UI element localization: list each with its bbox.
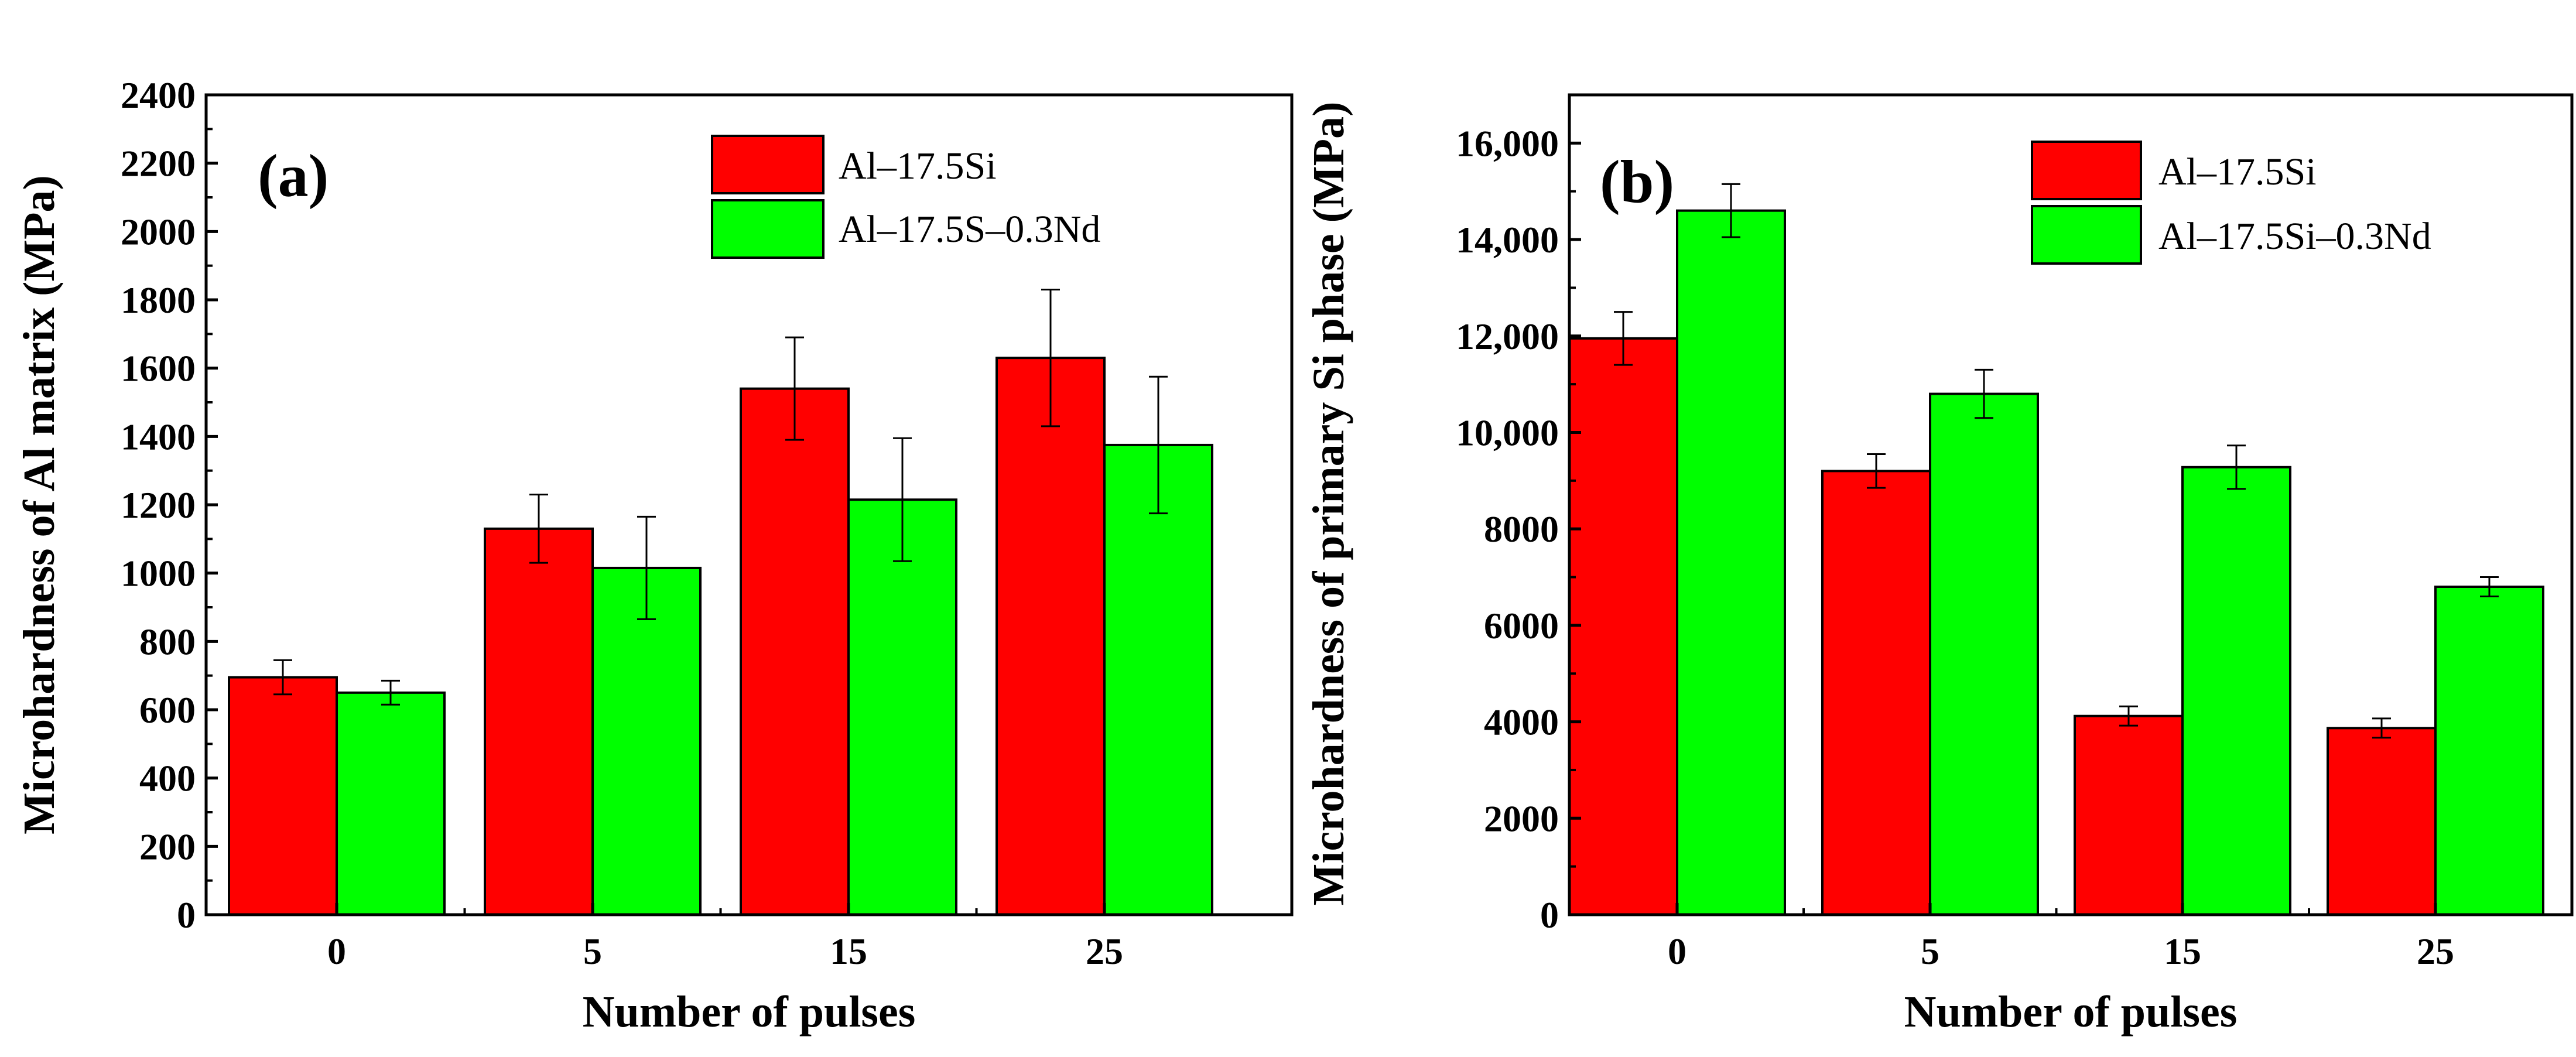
chart-b-x-tick-label: 5 (1921, 931, 1939, 972)
chart-b-bar-series1-0 (1568, 337, 1678, 916)
chart-b-error-bar-series2-0 (1722, 183, 1740, 238)
chart-b-legend-label-1: Al–17.5Si (2158, 150, 2317, 193)
chart-a-y-tick-label: 400 (139, 758, 196, 799)
chart-b-error-bar-series2-25 (2480, 576, 2499, 597)
chart-a-x-tick-label: 15 (830, 931, 867, 972)
chart-a-error-bar-series1-25 (1041, 289, 1060, 427)
chart-a-y-axis: 0 200 400 600 800 1000 1200 1400 1600 1800 2000 220… (121, 74, 218, 936)
chart-a-error-bar-series1-5 (529, 494, 548, 564)
chart-a-y-tick-label: 1200 (121, 484, 196, 526)
chart-b-x-tick-label: 15 (2164, 931, 2201, 972)
chart-b-x-axis-title: Number of pulses (1904, 987, 2238, 1037)
chart-b-legend-swatch-1 (2031, 141, 2142, 200)
chart-a-bar-series1-5 (484, 527, 594, 916)
chart-a-legend: Al–17.5Si Al–17.5S–0.3Nd (711, 135, 1100, 259)
chart-a-y-tick-label: 2000 (121, 211, 196, 252)
chart-b-error-bar-series1-0 (1614, 311, 1633, 366)
chart-a-bar-series2-25 (1103, 443, 1213, 916)
chart-b-panel-label: (b) (1600, 148, 1674, 215)
chart-a-error-bar-series2-25 (1149, 375, 1168, 515)
chart-a-bars (228, 357, 1213, 916)
chart-a-y-tick-label: 2400 (121, 74, 196, 116)
chart-a-x-axis-title: Number of pulses (583, 987, 916, 1037)
chart-b-error-bar-series2-5 (1975, 368, 1993, 419)
chart-b-bar-series1-5 (1821, 470, 1931, 916)
chart-a-legend-swatch-2 (711, 199, 825, 259)
chart-b-legend-label-2: Al–17.5Si–0.3Nd (2158, 215, 2431, 258)
chart-b-bar-series2-0 (1676, 209, 1786, 916)
chart-b-y-tick-label: 16,000 (1456, 122, 1559, 164)
chart-b-bar-series1-15 (2074, 714, 2184, 916)
chart-b-x-axis: 0 5 15 25 (1668, 903, 2454, 972)
chart-b-bars (1568, 209, 2544, 916)
chart-b-x-tick-label: 0 (1668, 931, 1686, 972)
chart-a-y-tick-label: 1600 (121, 348, 196, 389)
chart-a-y-tick-label: 600 (139, 689, 196, 731)
chart-a-bar-series2-0 (336, 691, 446, 916)
chart-b-y-tick-label: 12,000 (1456, 316, 1559, 357)
chart-b-bar-series2-15 (2181, 466, 2291, 916)
chart-a-x-tick-label: 0 (327, 931, 346, 972)
chart-b-y-tick-label: 4000 (1484, 702, 1559, 743)
chart-a-legend-swatch-1 (711, 135, 825, 194)
chart-a-y-tick-label: 0 (177, 894, 196, 936)
chart-a-x-tick-label: 25 (1086, 931, 1123, 972)
chart-b-error-bar-series2-15 (2227, 444, 2246, 490)
chart-b-legend-swatch-2 (2031, 205, 2142, 265)
chart-a-bar-series2-15 (847, 498, 957, 916)
chart-b-error-bars (1614, 183, 2499, 739)
chart-a-error-bar-series1-0 (273, 659, 292, 696)
chart-a-error-bar-series1-15 (785, 336, 804, 441)
chart-a-y-tick-label: 2200 (121, 143, 196, 184)
chart-b-error-bar-series1-15 (2119, 705, 2138, 727)
chart-a-y-tick-label: 1800 (121, 279, 196, 321)
chart-b-y-tick-label: 2000 (1484, 798, 1559, 839)
chart-b-y-axis-title: Microhardness of primary Si phase (MPa) (1304, 102, 1353, 906)
chart-b-y-tick-label: 0 (1540, 894, 1559, 936)
chart-a-y-axis-title: Microhardness of Al matrix (MPa) (15, 175, 64, 834)
chart-a-panel-label: (a) (258, 142, 329, 210)
chart-a: 0 200 400 600 800 1000 1200 1400 1600 1800 2000 220… (15, 74, 1294, 1037)
chart-b-y-tick-label: 10,000 (1456, 412, 1559, 453)
chart-b-legend: Al–17.5Si Al–17.5Si–0.3Nd (2031, 141, 2431, 265)
chart-b-error-bar-series1-25 (2372, 717, 2391, 739)
chart-b-error-bar-series1-5 (1867, 453, 1886, 489)
chart-b-y-tick-label: 14,000 (1456, 219, 1559, 261)
chart-a-bar-series1-0 (228, 676, 338, 916)
chart-a-error-bar-series2-15 (893, 437, 912, 562)
chart-b-bar-series1-25 (2327, 727, 2437, 916)
chart-a-x-axis: 0 5 15 25 (327, 903, 1123, 972)
chart-a-y-tick-label: 1000 (121, 553, 196, 594)
chart-a-bar-series1-25 (995, 357, 1106, 916)
chart-a-legend-label-2: Al–17.5S–0.3Nd (839, 208, 1100, 251)
chart-a-y-tick-label: 800 (139, 621, 196, 662)
chart-a-error-bar-series2-5 (637, 515, 656, 620)
chart-b: 0 2000 4000 6000 8000 10,000 12,000 14,000 16,00… (1304, 93, 2574, 1037)
chart-b-y-axis: 0 2000 4000 6000 8000 10,000 12,000 14,000 16,00… (1456, 122, 1581, 936)
chart-a-y-tick-label: 1400 (121, 416, 196, 457)
chart-b-y-tick-label: 6000 (1484, 605, 1559, 646)
chart-b-y-tick-label: 8000 (1484, 508, 1559, 550)
chart-a-y-tick-label: 200 (139, 826, 196, 867)
chart-b-bar-series2-25 (2434, 586, 2544, 916)
chart-a-error-bar-series2-0 (381, 679, 400, 706)
chart-a-x-tick-label: 5 (583, 931, 602, 972)
chart-a-legend-label-1: Al–17.5Si (839, 145, 997, 187)
chart-a-bar-series1-15 (740, 387, 850, 916)
chart-a-error-bars (273, 289, 1168, 706)
chart-b-x-tick-label: 25 (2417, 931, 2454, 972)
chart-b-frame (1568, 93, 2574, 916)
chart-b-bar-series2-5 (1929, 392, 2039, 916)
